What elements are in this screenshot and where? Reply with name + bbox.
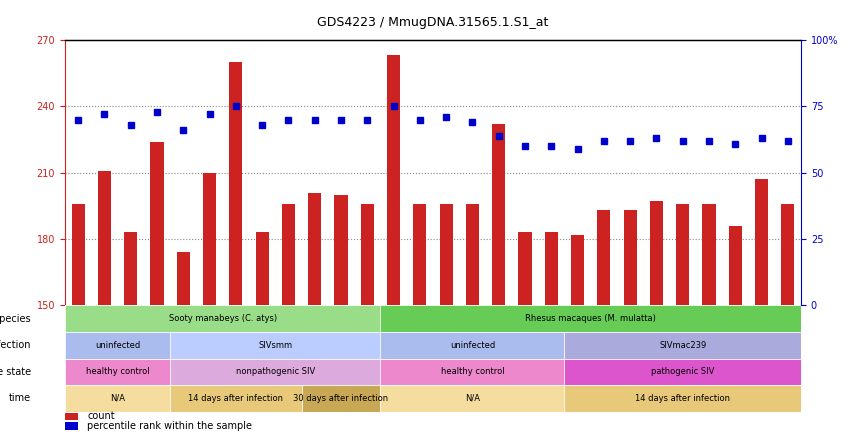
Text: infection: infection: [0, 341, 31, 350]
Text: time: time: [9, 393, 31, 404]
Text: uninfected: uninfected: [95, 341, 140, 350]
Bar: [440, 204, 453, 305]
Text: 30 days after infection: 30 days after infection: [294, 394, 389, 403]
Text: N/A: N/A: [465, 394, 480, 403]
Bar: [301, 385, 380, 412]
Bar: [65, 385, 170, 412]
Bar: [729, 226, 742, 305]
Bar: [545, 233, 558, 305]
Bar: [151, 142, 164, 305]
Bar: [624, 210, 637, 305]
Bar: [387, 56, 400, 305]
Text: 14 days after infection: 14 days after infection: [636, 394, 730, 403]
Text: SIVsmm: SIVsmm: [258, 341, 293, 350]
Text: Rhesus macaques (M. mulatta): Rhesus macaques (M. mulatta): [526, 314, 656, 323]
Bar: [702, 204, 715, 305]
Bar: [571, 235, 585, 305]
Text: healthy control: healthy control: [86, 367, 149, 377]
Bar: [380, 305, 801, 332]
Bar: [170, 332, 380, 359]
Text: uninfected: uninfected: [449, 341, 495, 350]
Text: Sooty manabeys (C. atys): Sooty manabeys (C. atys): [169, 314, 277, 323]
Bar: [65, 305, 380, 332]
Bar: [380, 359, 565, 385]
Text: count: count: [87, 412, 114, 421]
Bar: [598, 210, 611, 305]
Bar: [229, 62, 242, 305]
Text: 14 days after infection: 14 days after infection: [188, 394, 283, 403]
Bar: [65, 422, 78, 430]
Bar: [255, 233, 268, 305]
Bar: [308, 193, 321, 305]
Bar: [177, 252, 190, 305]
Bar: [519, 233, 532, 305]
Bar: [334, 195, 347, 305]
Text: nonpathogenic SIV: nonpathogenic SIV: [236, 367, 315, 377]
Bar: [565, 359, 801, 385]
Bar: [170, 385, 301, 412]
Bar: [281, 204, 295, 305]
Bar: [650, 202, 663, 305]
Bar: [380, 332, 565, 359]
Bar: [676, 204, 689, 305]
Text: SIVmac239: SIVmac239: [659, 341, 707, 350]
Bar: [170, 359, 380, 385]
Bar: [781, 204, 794, 305]
Bar: [124, 233, 137, 305]
Text: healthy control: healthy control: [441, 367, 504, 377]
Text: pathogenic SIV: pathogenic SIV: [651, 367, 714, 377]
Bar: [361, 204, 374, 305]
Bar: [65, 332, 170, 359]
Bar: [65, 359, 170, 385]
Bar: [203, 173, 216, 305]
Text: percentile rank within the sample: percentile rank within the sample: [87, 421, 252, 431]
Bar: [466, 204, 479, 305]
Bar: [380, 385, 565, 412]
Text: species: species: [0, 314, 31, 324]
Bar: [565, 332, 801, 359]
Text: GDS4223 / MmugDNA.31565.1.S1_at: GDS4223 / MmugDNA.31565.1.S1_at: [317, 16, 549, 28]
Bar: [98, 170, 111, 305]
Text: disease state: disease state: [0, 367, 31, 377]
Text: N/A: N/A: [110, 394, 125, 403]
Bar: [565, 385, 801, 412]
Bar: [65, 412, 78, 420]
Bar: [492, 124, 505, 305]
Bar: [755, 179, 768, 305]
Bar: [413, 204, 426, 305]
Bar: [72, 204, 85, 305]
